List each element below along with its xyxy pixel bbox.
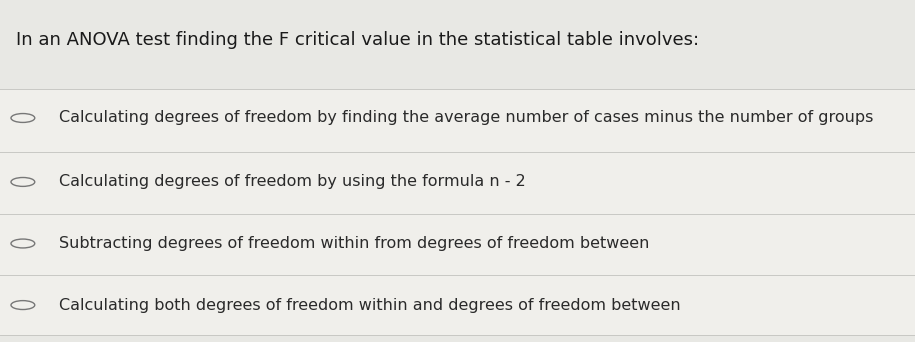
FancyBboxPatch shape xyxy=(0,275,915,335)
Text: Calculating both degrees of freedom within and degrees of freedom between: Calculating both degrees of freedom with… xyxy=(59,298,681,313)
Text: Calculating degrees of freedom by finding the average number of cases minus the : Calculating degrees of freedom by findin… xyxy=(59,110,874,126)
FancyBboxPatch shape xyxy=(0,214,915,275)
Text: In an ANOVA test finding the F critical value in the statistical table involves:: In an ANOVA test finding the F critical … xyxy=(16,31,700,49)
FancyBboxPatch shape xyxy=(0,89,915,152)
FancyBboxPatch shape xyxy=(0,152,915,214)
Text: Calculating degrees of freedom by using the formula n - 2: Calculating degrees of freedom by using … xyxy=(59,174,526,189)
Text: Subtracting degrees of freedom within from degrees of freedom between: Subtracting degrees of freedom within fr… xyxy=(59,236,650,251)
